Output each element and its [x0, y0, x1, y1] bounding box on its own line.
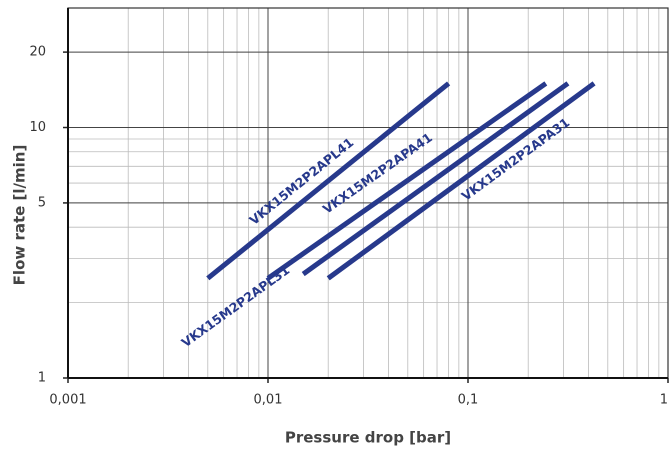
y-tick-label: 20 — [29, 45, 46, 60]
x-tick-label: 0,1 — [458, 393, 479, 408]
x-tick-label: 1 — [660, 393, 668, 408]
series-label: VKX15M2P2APL41 — [246, 135, 356, 228]
x-tick-label: 0,01 — [254, 393, 283, 408]
series-label: VKX15M2P2APL31 — [178, 262, 292, 350]
series-line — [266, 81, 548, 281]
series-label: VKX15M2P2APA31 — [458, 115, 572, 204]
x-tick-label: 0,001 — [49, 393, 86, 408]
plot-frame — [67, 7, 669, 379]
series-line — [206, 81, 451, 281]
y-axis-title: Flow rate [l/min] — [11, 145, 29, 286]
series-line — [301, 81, 570, 277]
x-axis-title: Pressure drop [bar] — [285, 429, 451, 447]
y-tick-label: 5 — [38, 195, 46, 210]
y-tick-label: 10 — [29, 120, 46, 135]
series-line — [326, 81, 596, 281]
y-tick-label: 1 — [38, 371, 46, 386]
